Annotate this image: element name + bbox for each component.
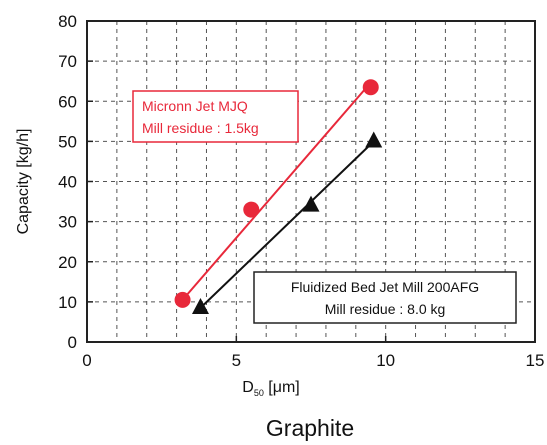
y-tick-label: 40 xyxy=(58,173,77,192)
data-point-circle xyxy=(174,291,191,308)
y-tick-label: 20 xyxy=(58,253,77,272)
x-axis: 0 5 10 15 xyxy=(82,336,544,370)
legend-box-mjq: Micronn Jet MJQ Mill residue : 1.5kg xyxy=(132,90,299,143)
x-tick-label: 10 xyxy=(376,351,395,370)
y-tick-label: 60 xyxy=(58,92,77,111)
legend-afg-name: Fluidized Bed Jet Mill 200AFG xyxy=(291,279,479,295)
data-point-triangle xyxy=(302,195,320,212)
legend-afg-residue: Mill residue : 8.0 kg xyxy=(325,301,446,317)
y-tick-label: 30 xyxy=(58,213,77,232)
x-axis-label: D50 [μm] xyxy=(242,379,299,398)
y-tick-label: 10 xyxy=(58,293,77,312)
x-tick-label: 0 xyxy=(82,351,91,370)
y-axis-label: Capacity [kg/h] xyxy=(15,129,32,235)
legend-mjq-name: Micronn Jet MJQ xyxy=(142,98,248,114)
x-tick-label: 15 xyxy=(526,351,545,370)
data-point-circle xyxy=(362,79,379,96)
x-axis-label-unit: [μm] xyxy=(264,379,300,396)
series-2 xyxy=(191,131,383,314)
data-point-circle xyxy=(243,201,260,218)
y-tick-label: 50 xyxy=(58,132,77,151)
series-1 xyxy=(174,79,379,308)
x-axis-label-subscript: 50 xyxy=(254,388,264,398)
legend-box-afg: Fluidized Bed Jet Mill 200AFG Mill resid… xyxy=(253,271,517,324)
series-layer xyxy=(174,79,383,314)
x-axis-label-main: D xyxy=(242,379,254,396)
data-point-triangle xyxy=(365,131,383,148)
y-tick-label: 80 xyxy=(58,12,77,31)
y-tick-label: 0 xyxy=(68,333,77,352)
chart-caption: Graphite xyxy=(266,415,354,441)
y-axis: 0 10 20 30 40 50 60 70 80 xyxy=(58,12,93,352)
series-fit-line xyxy=(199,140,375,309)
x-tick-label: 5 xyxy=(232,351,241,370)
legend-mjq-residue: Mill residue : 1.5kg xyxy=(142,120,259,136)
y-tick-label: 70 xyxy=(58,52,77,71)
series-fit-line xyxy=(181,85,369,301)
data-point-triangle xyxy=(191,297,209,314)
